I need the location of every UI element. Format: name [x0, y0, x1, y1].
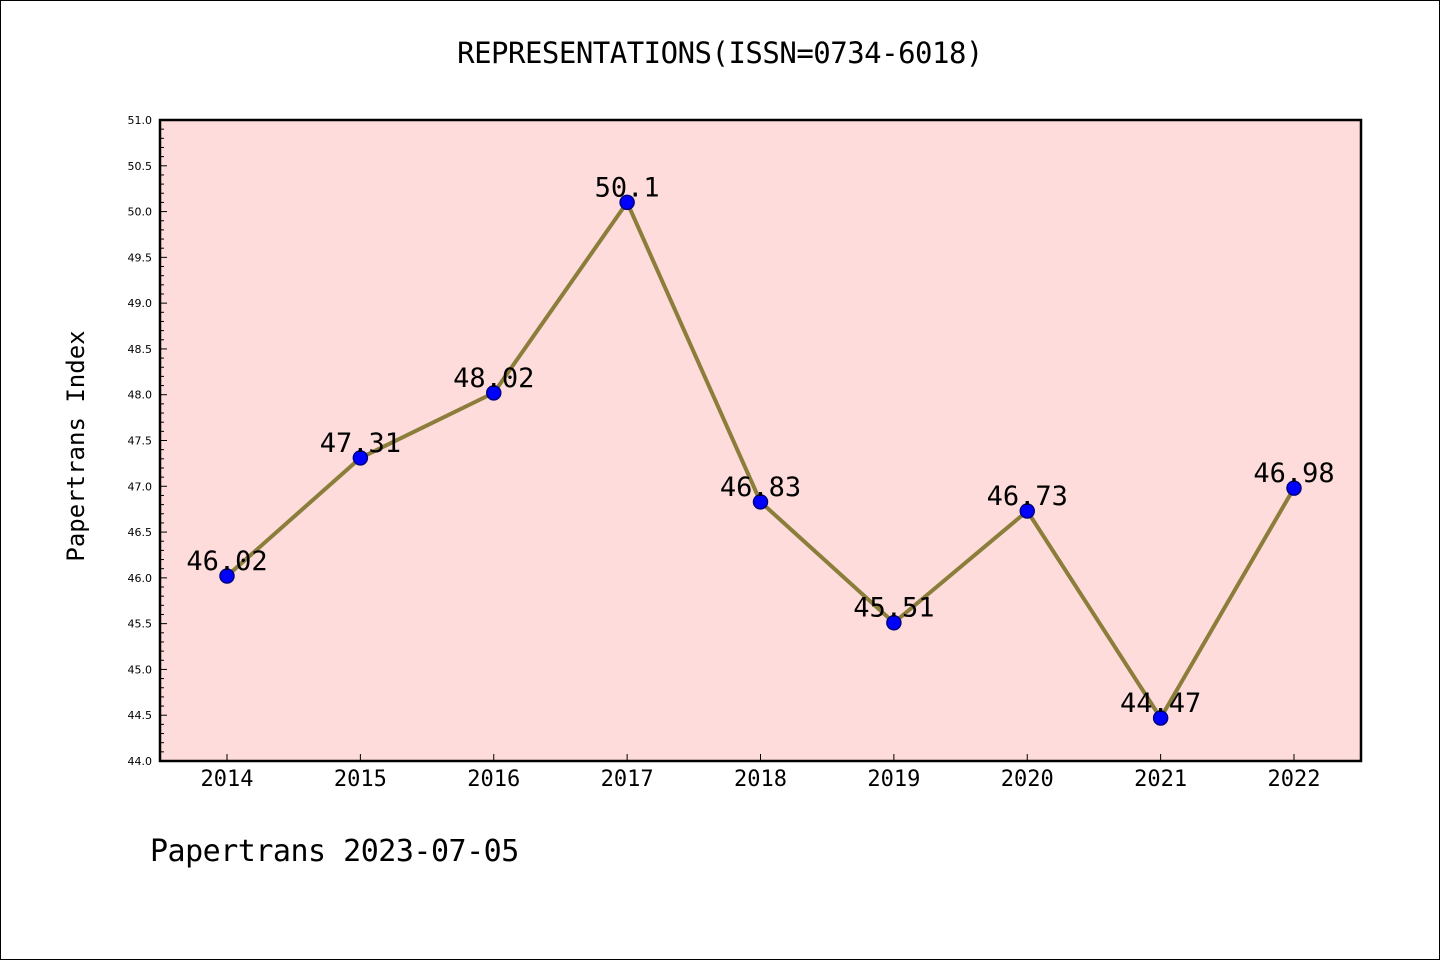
y-tick-label: 47.0 — [128, 480, 153, 493]
data-label: 47.31 — [320, 428, 401, 459]
y-axis-label: Papertrans Index — [62, 330, 90, 562]
y-tick-label: 46.0 — [128, 572, 153, 585]
plot-border — [158, 118, 1363, 763]
data-point — [1286, 480, 1302, 496]
data-point — [219, 568, 235, 584]
y-tick-label: 45.0 — [128, 663, 153, 676]
y-tick-label: 48.5 — [128, 343, 153, 356]
data-label: 46.73 — [987, 481, 1068, 512]
x-axis-ticks: 2014 2015 2016 2017 2018 2019 2020 2021 2022 — [201, 754, 1321, 792]
data-point — [886, 614, 902, 631]
chart-title: REPRESENTATIONS(ISSN=0734-6018) — [457, 36, 983, 70]
x-tick-label: 2018 — [734, 767, 787, 792]
x-tick-label: 2019 — [867, 767, 920, 792]
y-tick-label: 44.5 — [128, 709, 153, 722]
y-tick-label: 45.5 — [128, 618, 153, 631]
y-tick-label: 49.0 — [128, 297, 153, 310]
y-tick-label: 46.5 — [128, 526, 153, 539]
footer-note: Papertrans 2023-07-05 — [150, 834, 519, 869]
x-tick-label: 2016 — [467, 767, 520, 792]
x-tick-label: 2020 — [1001, 767, 1054, 792]
data-label: 46.02 — [186, 546, 267, 577]
y-tick-label: 48.0 — [128, 389, 153, 402]
plot-background — [160, 120, 1361, 761]
data-label: 45.51 — [853, 593, 934, 624]
y-axis-ticks: 44.0 44.5 45.0 45.5 46.0 46.5 47.0 47.5 48.0 48.5… — [128, 114, 167, 768]
x-tick-label: 2021 — [1134, 767, 1187, 792]
data-label: 46.98 — [1253, 458, 1334, 489]
data-point — [619, 194, 635, 211]
data-point — [486, 385, 502, 401]
y-tick-label: 51.0 — [128, 114, 153, 127]
data-label: 50.1 — [595, 172, 660, 203]
x-tick-label: 2017 — [601, 767, 654, 792]
y-tick-label: 47.5 — [128, 435, 153, 448]
data-point — [1152, 710, 1169, 726]
data-label: 48.02 — [453, 363, 534, 394]
data-label: 46.83 — [720, 472, 801, 503]
data-labels: 46.02 47.31 48.02 50.1 46.83 45.51 46.73 44.47 4… — [186, 172, 1334, 719]
y-tick-label: 44.0 — [128, 755, 153, 768]
data-point — [1019, 503, 1035, 519]
y-tick-label: 50.0 — [128, 206, 153, 219]
x-tick-label: 2014 — [201, 767, 254, 792]
data-label: 44.47 — [1120, 688, 1201, 719]
x-tick-label: 2022 — [1268, 767, 1321, 792]
y-tick-label: 50.5 — [128, 160, 153, 173]
data-markers — [219, 194, 1302, 726]
data-point — [352, 450, 369, 466]
x-tick-label: 2015 — [334, 767, 387, 792]
data-point — [752, 494, 769, 510]
y-tick-label: 49.5 — [128, 251, 153, 264]
